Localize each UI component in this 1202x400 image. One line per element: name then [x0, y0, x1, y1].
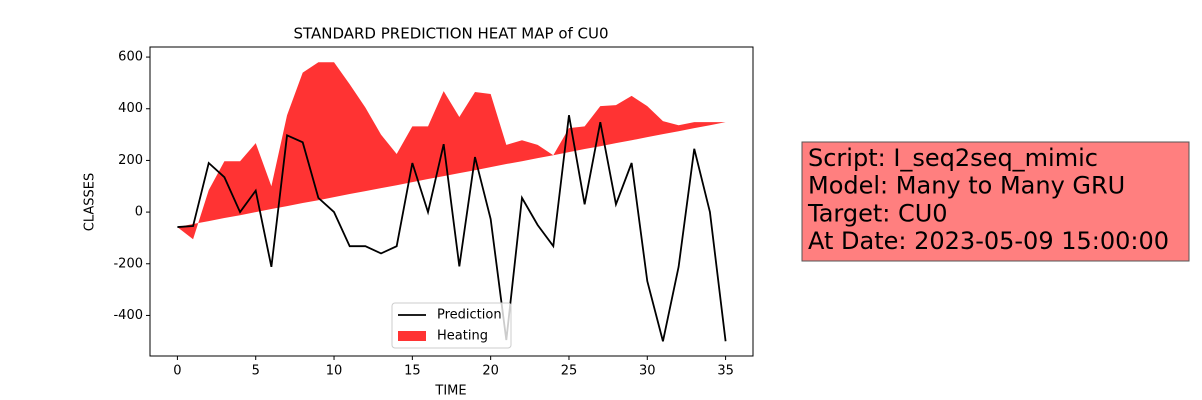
y-tick-label: -400: [113, 308, 143, 323]
y-tick-label: 600: [118, 50, 143, 65]
y-tick-label: 200: [118, 153, 143, 168]
annotation-text: Target: CU0: [807, 199, 948, 227]
y-tick-label: 400: [118, 101, 143, 116]
x-tick-label: 25: [561, 364, 578, 379]
legend-label: Prediction: [437, 308, 502, 323]
plot-frame: [149, 46, 754, 357]
y-tick-label: 0: [135, 205, 143, 220]
heating-area: [177, 62, 726, 240]
x-tick-label: 35: [717, 364, 734, 379]
x-tick-label: 5: [252, 364, 260, 379]
annotation-text: At Date: 2023-05-09 15:00:00: [808, 227, 1169, 255]
x-tick-label: 10: [326, 364, 343, 379]
x-tick-label: 0: [173, 364, 181, 379]
annotation-box: [801, 141, 1190, 262]
chart-title: STANDARD PREDICTION HEAT MAP of CU0: [293, 25, 608, 43]
y-axis-label: CLASSES: [83, 173, 98, 231]
x-tick-label: 15: [404, 364, 421, 379]
y-tick-label: -200: [113, 256, 143, 271]
x-tick-label: 20: [482, 364, 499, 379]
prediction-line: [177, 115, 727, 342]
legend-swatch: [398, 331, 426, 341]
x-axis-label: TIME: [434, 384, 466, 399]
annotation-text: Model: Many to Many GRU: [808, 172, 1125, 200]
x-tick-label: 30: [639, 364, 656, 379]
annotation-text: Script: I_seq2seq_mimic: [808, 144, 1098, 172]
legend-label: Heating: [437, 329, 488, 344]
